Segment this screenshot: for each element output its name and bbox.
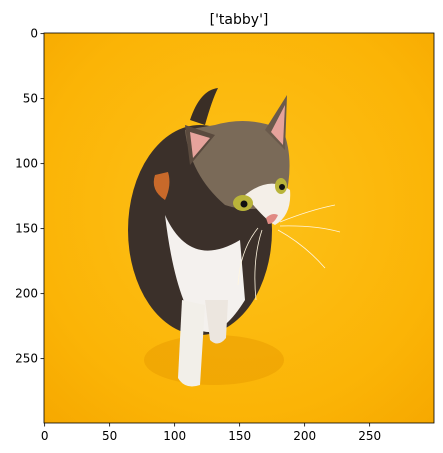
cat-patch [153, 172, 170, 200]
cat-tail [190, 88, 218, 125]
cat-leg [205, 300, 228, 344]
y-tick-label: 150 [15, 222, 38, 236]
cat-pupil [240, 200, 248, 208]
cat-whiskers [237, 204, 341, 301]
x-tick-label: 150 [228, 429, 251, 443]
x-tick-label: 0 [41, 429, 49, 443]
cat-ear-inner [271, 105, 285, 145]
cat-pupil [279, 184, 285, 190]
cat-muzzle [245, 183, 291, 225]
chart-title: ['tabby'] [210, 12, 269, 28]
x-tick-label: 200 [293, 429, 316, 443]
y-tick-label: 50 [23, 92, 38, 106]
y-tick-label: 100 [15, 157, 38, 171]
cat-leg [178, 300, 205, 387]
x-tick-label: 250 [358, 429, 381, 443]
x-tick-label: 100 [163, 429, 186, 443]
axes-frame [43, 32, 435, 424]
cat-nose [266, 214, 278, 224]
y-tick-label: 250 [15, 352, 38, 366]
cat-ear-inner [190, 132, 210, 158]
y-tick-label: 200 [15, 287, 38, 301]
image [44, 33, 434, 423]
y-tick-label: 0 [30, 27, 38, 41]
x-tick-label: 50 [102, 429, 117, 443]
